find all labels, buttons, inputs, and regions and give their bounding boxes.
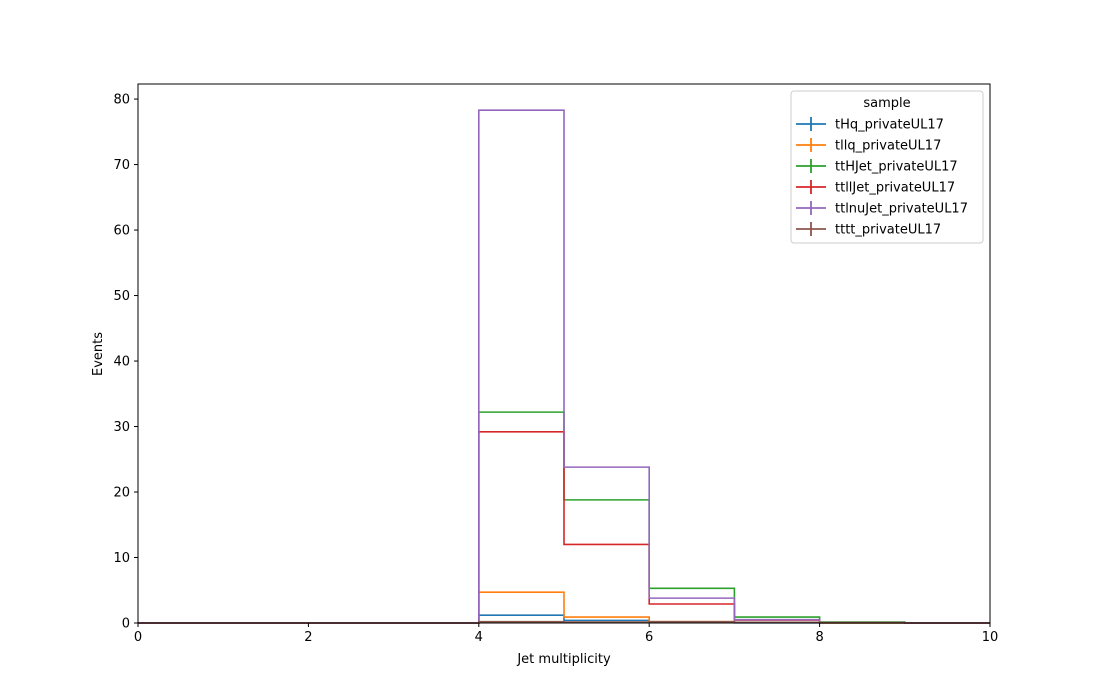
y-tick-label: 0 — [122, 617, 130, 632]
x-tick-label: 10 — [982, 630, 999, 645]
legend-label: tHq_privateUL17 — [835, 118, 944, 133]
y-tick-label: 80 — [113, 93, 130, 108]
x-tick-label: 4 — [475, 630, 483, 645]
y-tick-label: 70 — [113, 158, 130, 173]
legend-label: tllq_privateUL17 — [835, 139, 941, 154]
x-tick-label: 6 — [645, 630, 653, 645]
legend-label: tttt_privateUL17 — [835, 223, 941, 238]
y-tick-label: 30 — [113, 420, 130, 435]
y-tick-label: 40 — [113, 355, 130, 370]
legend-label: ttlnuJet_privateUL17 — [835, 202, 968, 217]
x-tick-label: 2 — [304, 630, 312, 645]
legend: sample tHq_privateUL17 tllq_privateUL17tt… — [791, 91, 983, 243]
y-tick-label: 20 — [113, 486, 130, 501]
legend-title: sample — [863, 96, 910, 111]
x-tick-label: 8 — [815, 630, 823, 645]
legend-label: ttllJet_privateUL17 — [835, 181, 955, 196]
y-tick-label: 10 — [113, 551, 130, 566]
y-axis-label: Events — [91, 332, 106, 376]
legend-label: ttHJet_privateUL17 — [835, 160, 958, 175]
x-tick-label: 0 — [134, 630, 142, 645]
x-axis-label: Jet multiplicity — [516, 652, 611, 667]
y-tick-label: 50 — [113, 289, 130, 304]
y-tick-label: 60 — [113, 224, 130, 239]
